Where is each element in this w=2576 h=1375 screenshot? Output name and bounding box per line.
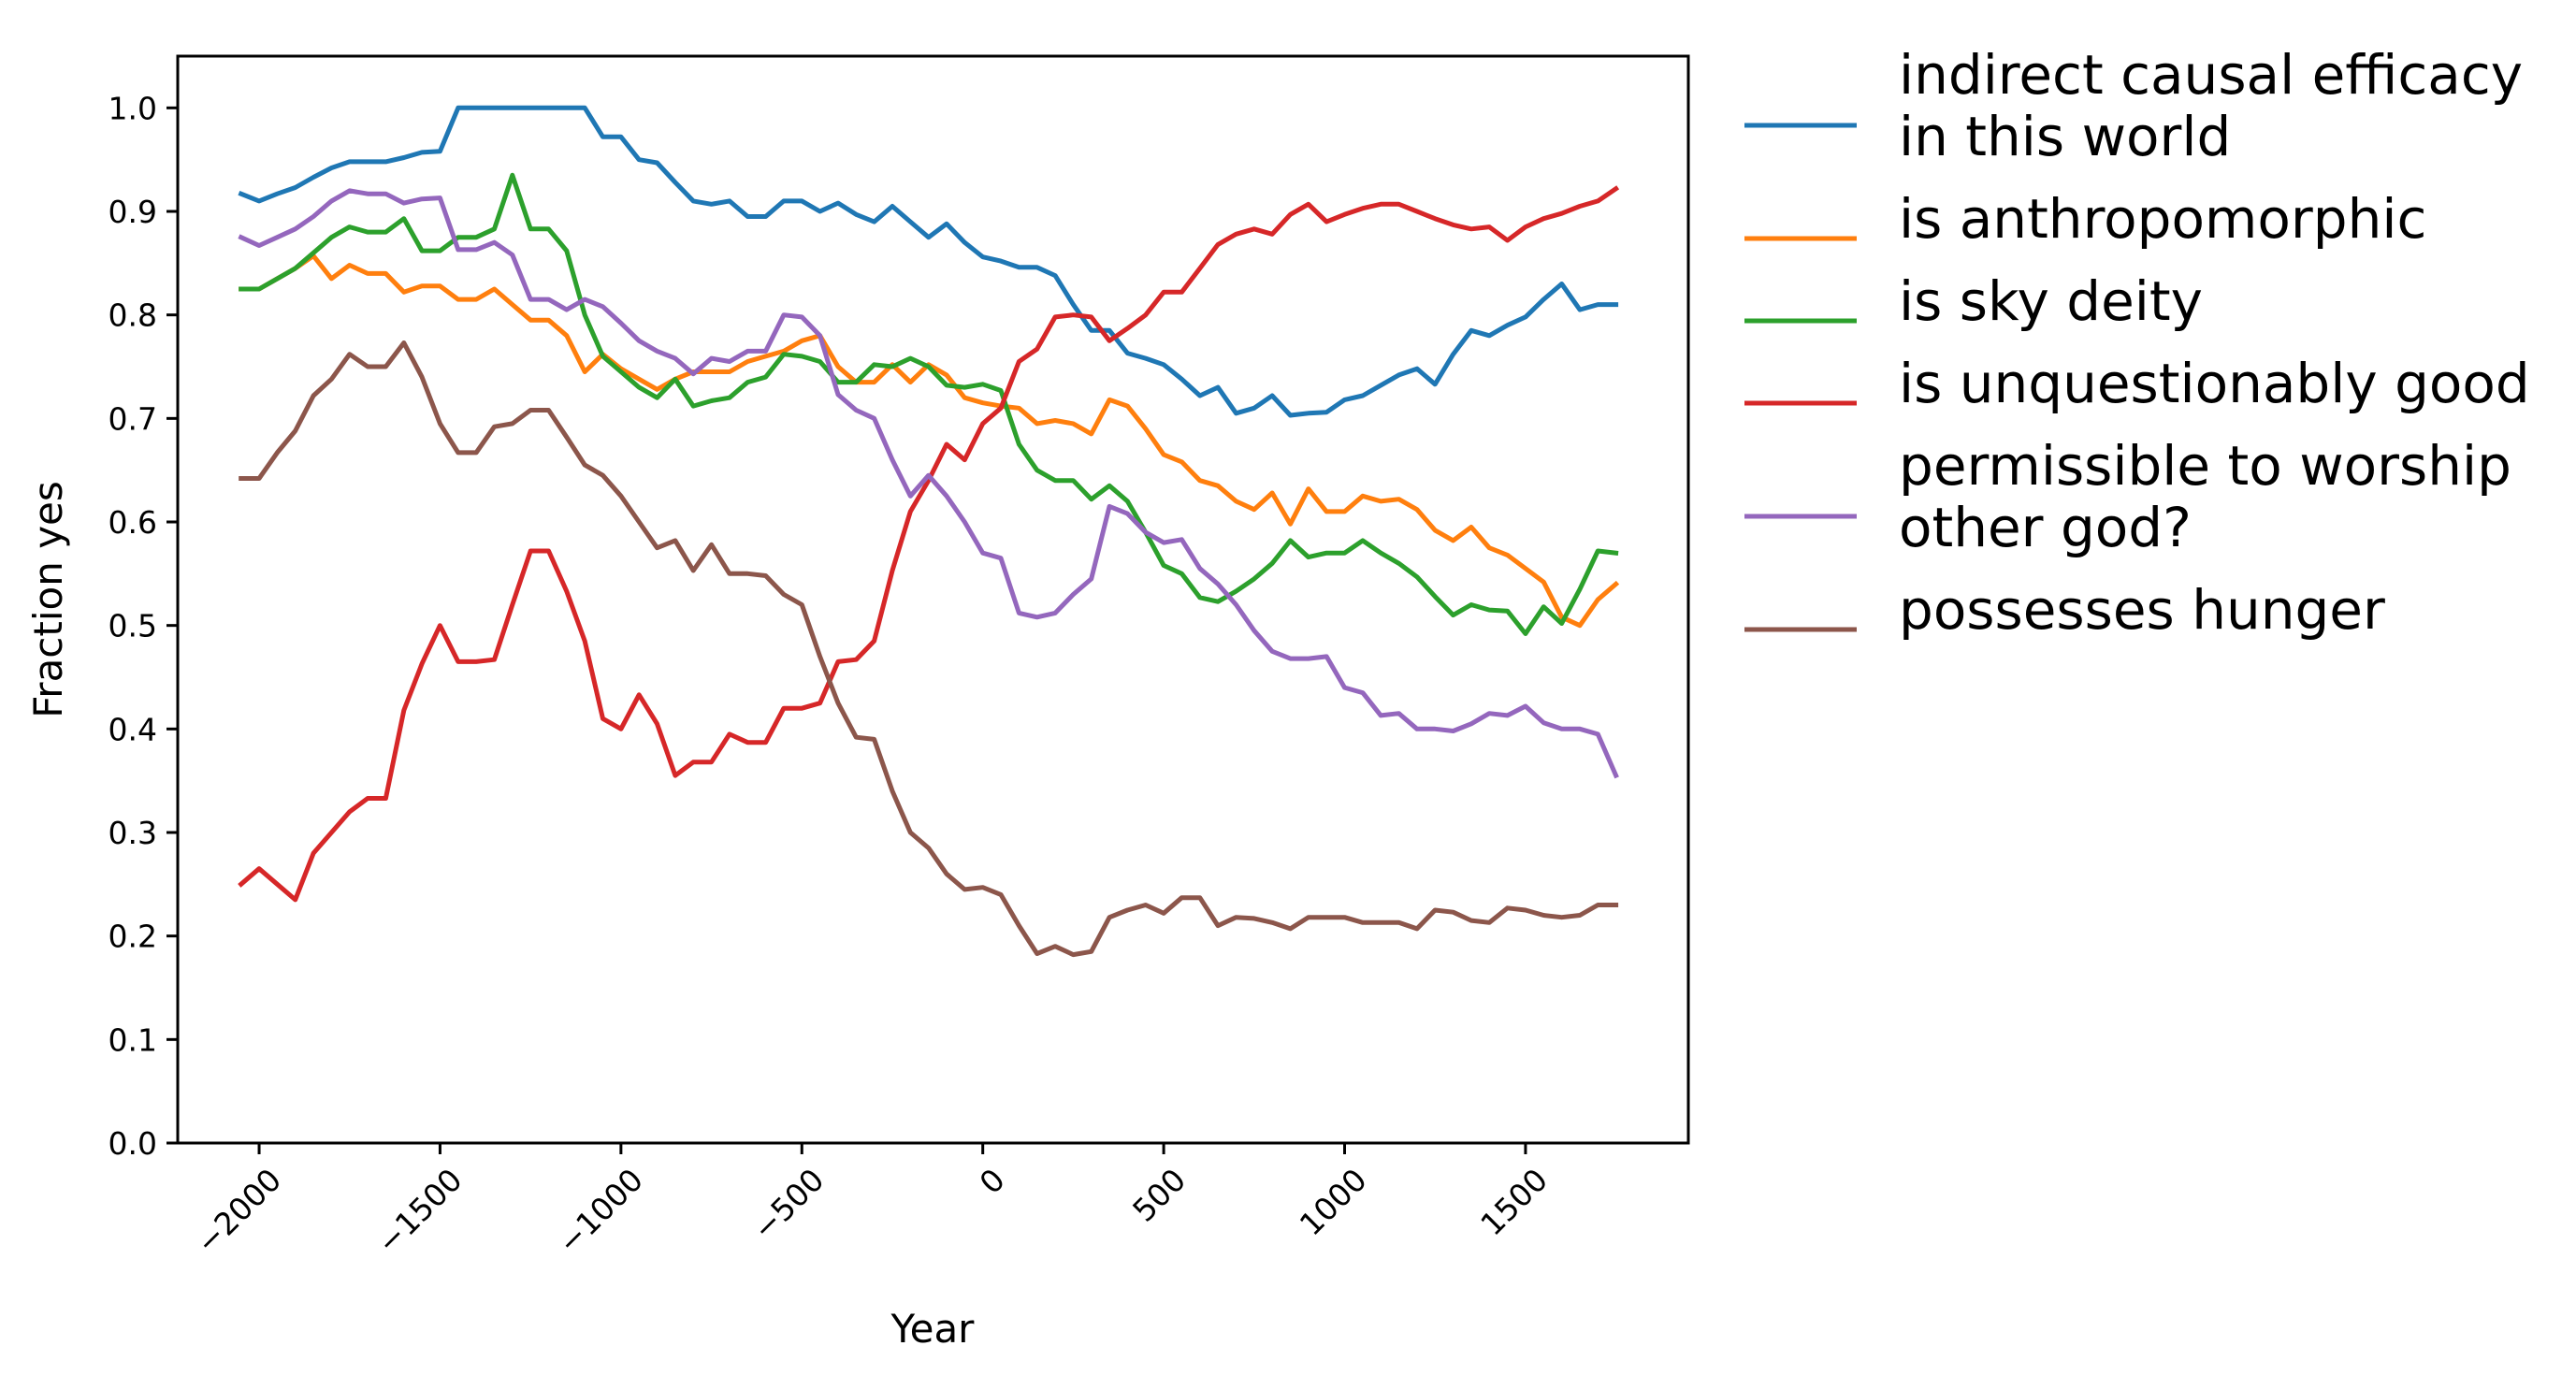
x-tick-label: −1000 bbox=[551, 1162, 651, 1262]
legend: indirect causal efficacy in this world is … bbox=[1744, 43, 2530, 642]
x-axis: −2000 −1500 −1000 −500 0 500 1000 1500 bbox=[189, 1143, 1555, 1261]
y-tick-label: 0.0 bbox=[109, 1125, 157, 1162]
y-tick-label: 0.8 bbox=[109, 297, 157, 334]
legend-label: is anthropomorphic bbox=[1899, 187, 2426, 251]
legend-item-4: permissible to worship other god? bbox=[1744, 434, 2511, 559]
legend-label: indirect causal efficacy in this world bbox=[1899, 43, 2523, 168]
legend-label: permissible to worship other god? bbox=[1899, 434, 2511, 559]
legend-item-5: possesses hunger bbox=[1744, 578, 2385, 642]
y-tick-label: 0.2 bbox=[109, 919, 157, 955]
series-line-2 bbox=[239, 172, 1619, 636]
series-layer bbox=[238, 105, 1620, 958]
x-axis-title: Year bbox=[890, 1306, 976, 1352]
y-tick-label: 0.9 bbox=[109, 194, 157, 230]
y-axis-title: Fraction yes bbox=[25, 481, 71, 718]
series-line-0 bbox=[238, 105, 1619, 418]
x-tick-label: 1500 bbox=[1473, 1162, 1555, 1243]
legend-item-1: is anthropomorphic bbox=[1744, 187, 2426, 251]
plot-frame bbox=[176, 54, 1690, 1145]
legend-item-2: is sky deity bbox=[1744, 269, 2203, 333]
x-tick-label: −500 bbox=[745, 1162, 832, 1248]
series-line-5 bbox=[239, 340, 1619, 958]
y-tick-label: 0.3 bbox=[109, 815, 157, 851]
y-tick-label: 0.1 bbox=[109, 1021, 157, 1058]
y-axis: 0.0 0.1 0.2 0.3 0.4 0.5 0.6 0.7 0.8 0.9 1.0 bbox=[109, 90, 178, 1162]
legend-label: possesses hunger bbox=[1899, 578, 2385, 642]
x-tick-label: −2000 bbox=[189, 1162, 289, 1262]
x-tick-label: −1500 bbox=[369, 1162, 470, 1262]
series-line-4 bbox=[238, 188, 1619, 779]
y-tick-label: 0.7 bbox=[109, 400, 157, 437]
x-tick-label: 1000 bbox=[1293, 1162, 1374, 1243]
x-tick-label: 500 bbox=[1125, 1162, 1193, 1229]
legend-label: is sky deity bbox=[1899, 269, 2203, 333]
series-line-3 bbox=[238, 185, 1620, 903]
y-tick-label: 0.5 bbox=[109, 608, 157, 644]
y-tick-label: 0.6 bbox=[109, 504, 157, 541]
legend-item-3: is unquestionably good bbox=[1744, 352, 2530, 415]
y-tick-label: 0.4 bbox=[109, 711, 157, 747]
legend-label: is unquestionably good bbox=[1899, 352, 2530, 415]
y-tick-label: 1.0 bbox=[109, 90, 157, 126]
x-tick-label: 0 bbox=[972, 1162, 1011, 1201]
legend-item-0: indirect causal efficacy in this world bbox=[1744, 43, 2523, 168]
